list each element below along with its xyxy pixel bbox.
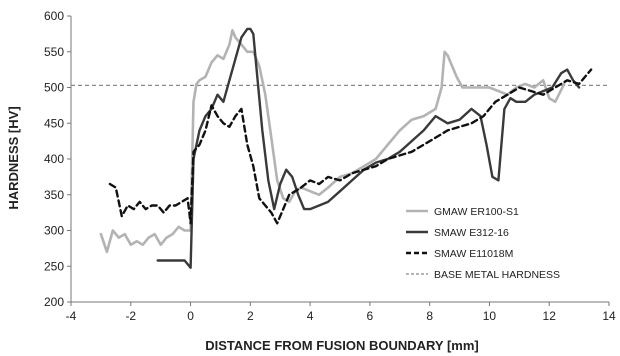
legend: GMAW ER100-S1 SMAW E312-16 SMAW E11018M BAS… xyxy=(406,206,560,281)
legend-entry: GMAW ER100-S1 xyxy=(434,206,519,218)
axes xyxy=(67,15,610,306)
legend-entry: SMAW E11018M xyxy=(434,248,513,260)
series-line-2 xyxy=(156,27,581,269)
tick-labels: -4 -2 0 2 4 6 8 10 12 14 200 250 300 350 400 450 500 550 6… xyxy=(44,9,616,323)
x-tick-label: 6 xyxy=(367,309,374,323)
y-tick-label: 400 xyxy=(44,152,64,166)
series-line-1 xyxy=(99,28,566,254)
y-tick-label: 550 xyxy=(44,45,64,59)
y-tick-label: 450 xyxy=(44,116,64,130)
legend-entry: BASE METAL HARDNESS xyxy=(434,269,560,281)
x-tick-label: 8 xyxy=(426,309,433,323)
series-lines xyxy=(99,27,593,269)
x-tick-label: -2 xyxy=(125,309,136,323)
y-tick-label: 200 xyxy=(44,295,64,309)
x-tick-label: 2 xyxy=(247,309,254,323)
x-tick-label: 0 xyxy=(187,309,194,323)
legend-entry: SMAW E312-16 xyxy=(434,227,509,239)
x-tick-label: 10 xyxy=(483,309,497,323)
y-tick-label: 300 xyxy=(44,224,64,238)
series-line-3 xyxy=(108,68,593,225)
y-tick-label: 500 xyxy=(44,81,64,95)
y-tick-label: 250 xyxy=(44,259,64,273)
x-tick-label: 14 xyxy=(602,309,616,323)
y-axis-label: HARDNESS [HV] xyxy=(6,106,21,209)
x-tick-label: -4 xyxy=(66,309,77,323)
x-tick-label: 12 xyxy=(543,309,557,323)
y-tick-label: 600 xyxy=(44,9,64,23)
x-tick-label: 4 xyxy=(307,309,314,323)
x-axis-label: DISTANCE FROM FUSION BOUNDARY [mm] xyxy=(205,338,478,353)
y-tick-label: 350 xyxy=(44,188,64,202)
